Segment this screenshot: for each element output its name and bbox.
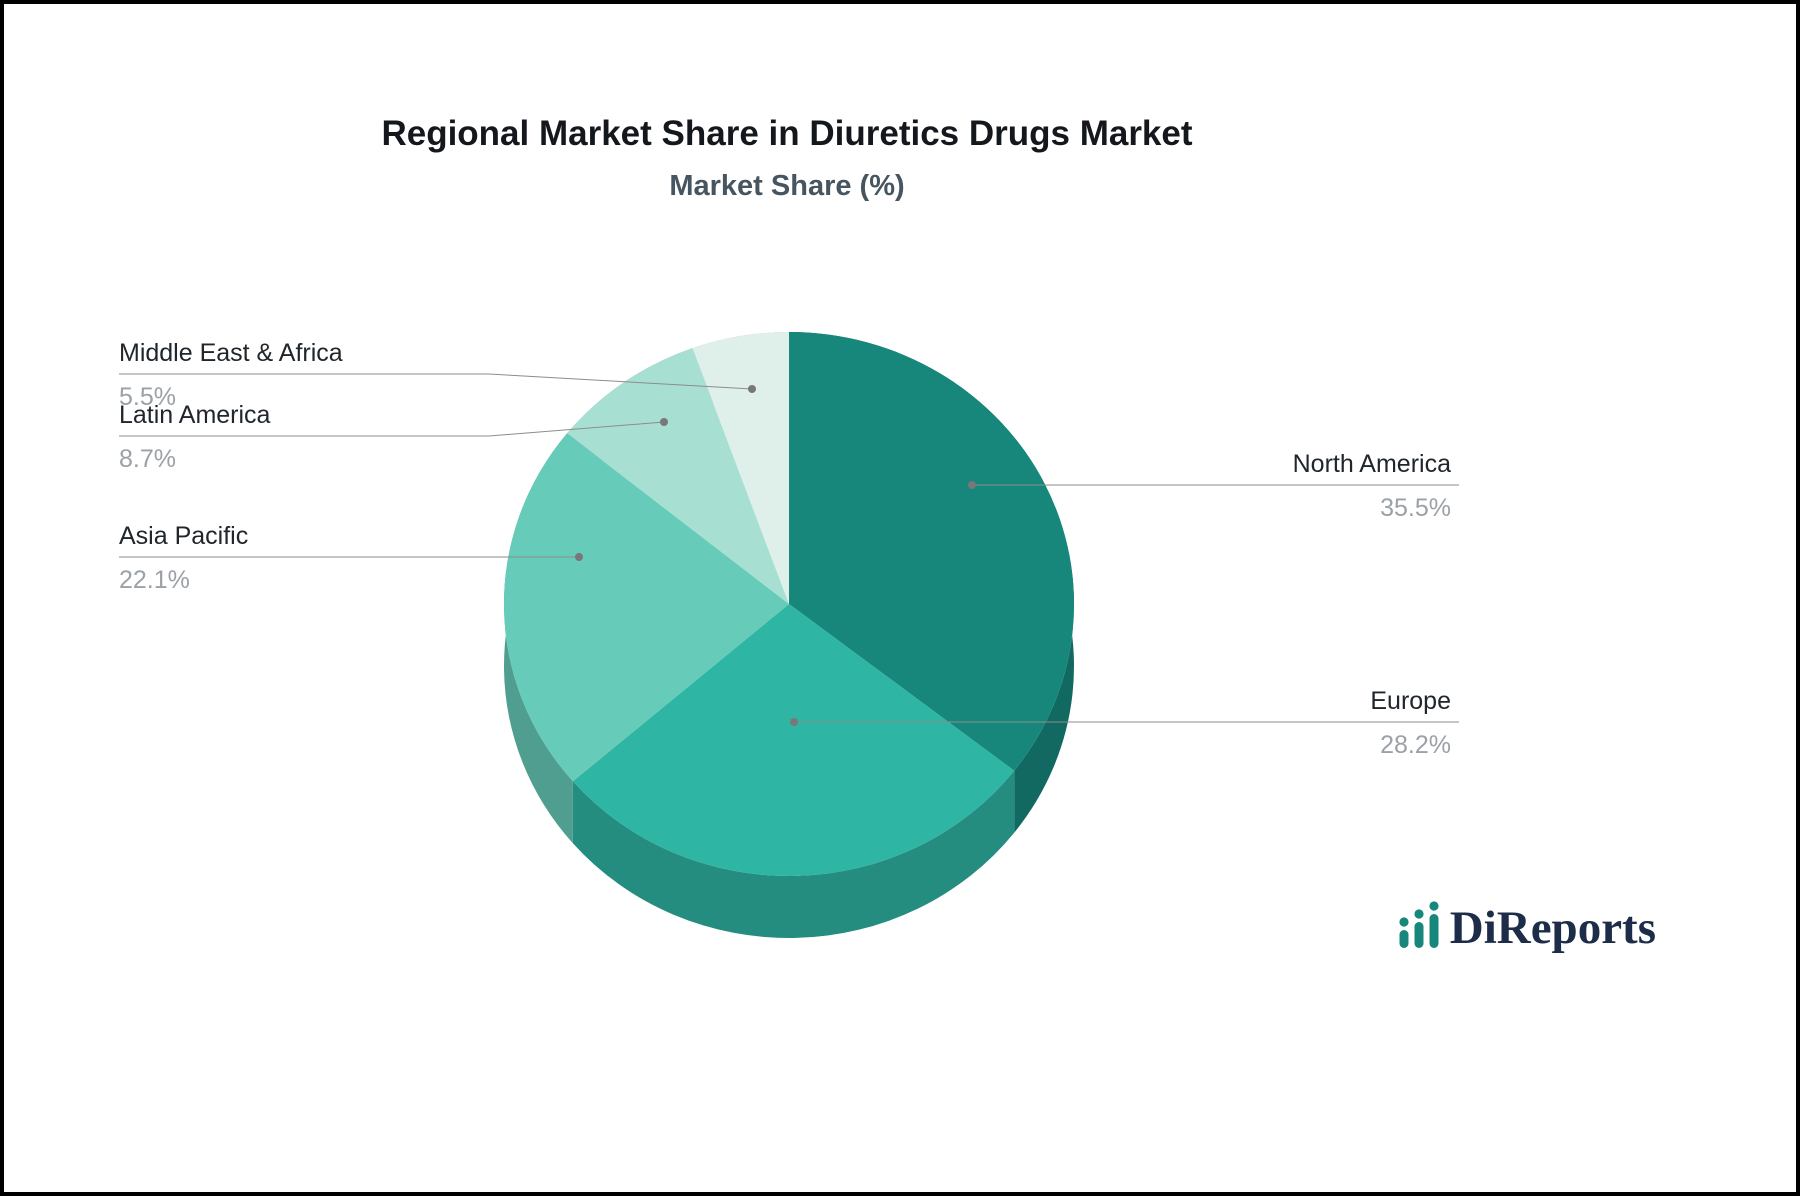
mini-bar-chart-icon (1399, 901, 1439, 948)
slice-label-name-asia-pacific: Asia Pacific (119, 522, 249, 550)
pie-slice-north-america[interactable] (789, 332, 1074, 771)
pie-slice-latin-america[interactable] (567, 348, 789, 604)
slice-label-value-north-america: 35.5% (1380, 494, 1451, 522)
pie-slice-middle-east-africa[interactable] (692, 332, 789, 604)
leader-dot-latin-america (660, 418, 668, 426)
leader-dot-middle-east-africa (748, 385, 756, 393)
slice-label-value-europe: 28.2% (1380, 731, 1451, 759)
brand-logo-text: DiReports (1449, 902, 1656, 954)
brand-logo: DiReports (1397, 900, 1656, 956)
slice-label-value-middle-east-africa: 5.5% (119, 383, 176, 411)
pie-slice-side-europe (572, 770, 1015, 938)
leader-dot-asia-pacific (575, 553, 583, 561)
leader-dot-north-america (968, 481, 976, 489)
chart-title: Regional Market Share in Diuretics Drugs… (381, 114, 1193, 153)
slice-label-name-north-america: North America (1292, 450, 1451, 478)
leader-dot-europe (790, 718, 798, 726)
pie-slice-europe[interactable] (572, 604, 1015, 876)
slice-label-name-latin-america: Latin America (119, 401, 271, 429)
slice-label-name-europe: Europe (1370, 687, 1451, 715)
pie-slice-asia-pacific[interactable] (504, 433, 789, 782)
leader-line-middle-east-africa (119, 373, 753, 390)
slice-label-value-asia-pacific: 22.1% (119, 566, 190, 594)
slice-label-value-latin-america: 8.7% (119, 445, 176, 473)
leader-line-latin-america (119, 421, 665, 437)
chart-subtitle: Market Share (%) (669, 170, 905, 202)
slice-label-name-middle-east-africa: Middle East & Africa (119, 339, 343, 367)
pie-chart (119, 332, 1459, 938)
